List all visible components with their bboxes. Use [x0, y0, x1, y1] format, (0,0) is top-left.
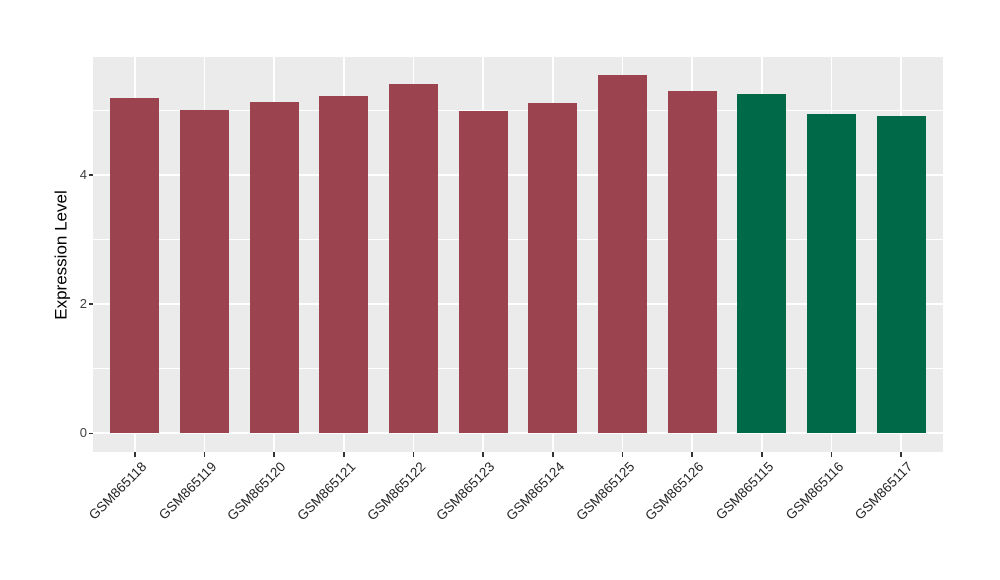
x-tick-label-GSM865122: GSM865122	[363, 459, 429, 524]
x-tick-label-GSM865120: GSM865120	[224, 459, 289, 524]
bar-GSM865115	[737, 94, 787, 434]
bar-GSM865118	[110, 98, 160, 434]
gridline-minor-y1	[93, 368, 943, 370]
x-tick-mark-GSM865125	[621, 452, 624, 457]
x-tick-mark-GSM865120	[273, 452, 275, 457]
y-axis-title: Expression Level	[48, 57, 76, 452]
bar-GSM865125	[598, 75, 647, 434]
x-tick-label-GSM865125: GSM865125	[572, 459, 638, 524]
y-tick-label-4: 4	[79, 167, 87, 183]
bar-GSM865123	[458, 110, 508, 434]
x-tick-label-GSM865118: GSM865118	[85, 459, 150, 523]
x-tick-mark-GSM865121	[343, 452, 345, 457]
gridline-minor-y3	[93, 239, 943, 241]
y-tick-label-0: 0	[79, 425, 87, 441]
x-tick-mark-GSM865116	[830, 452, 833, 457]
x-tick-mark-GSM865117	[900, 452, 902, 457]
x-tick-label-GSM865121: GSM865121	[294, 459, 359, 524]
x-tick-mark-GSM865124	[552, 452, 554, 457]
y-tick-mark-4	[88, 174, 93, 176]
gridline-major-y4	[93, 174, 943, 177]
x-tick-label-GSM865117: GSM865117	[852, 459, 916, 523]
plot-panel	[93, 57, 943, 452]
x-tick-mark-GSM865119	[203, 452, 206, 457]
bar-GSM865119	[180, 109, 229, 434]
bar-GSM865117	[876, 116, 926, 434]
bar-GSM865124	[528, 103, 578, 434]
bar-GSM865121	[319, 96, 369, 434]
x-tick-mark-GSM865122	[412, 452, 415, 457]
gridline-major-y0	[93, 432, 943, 435]
bar-GSM865116	[807, 113, 856, 434]
bar-GSM865122	[389, 84, 438, 434]
y-tick-mark-0	[88, 432, 93, 435]
bar-GSM865126	[667, 90, 717, 434]
x-tick-label-GSM865119: GSM865119	[155, 459, 220, 523]
x-tick-mark-GSM865118	[134, 452, 136, 457]
x-tick-mark-GSM865126	[691, 452, 693, 457]
x-tick-label-GSM865115: GSM865115	[712, 459, 777, 523]
x-tick-label-GSM865123: GSM865123	[433, 459, 498, 524]
x-tick-label-GSM865124: GSM865124	[503, 459, 568, 524]
gridline-minor-y5	[93, 110, 943, 112]
gridline-major-y2	[93, 303, 943, 306]
x-tick-label-GSM865116: GSM865116	[782, 459, 847, 523]
y-tick-label-2: 2	[79, 296, 87, 312]
y-tick-mark-2	[88, 303, 93, 305]
x-tick-label-GSM865126: GSM865126	[642, 459, 707, 524]
bar-GSM865120	[249, 102, 299, 434]
x-tick-mark-GSM865115	[761, 452, 763, 457]
x-tick-mark-GSM865123	[482, 452, 484, 457]
